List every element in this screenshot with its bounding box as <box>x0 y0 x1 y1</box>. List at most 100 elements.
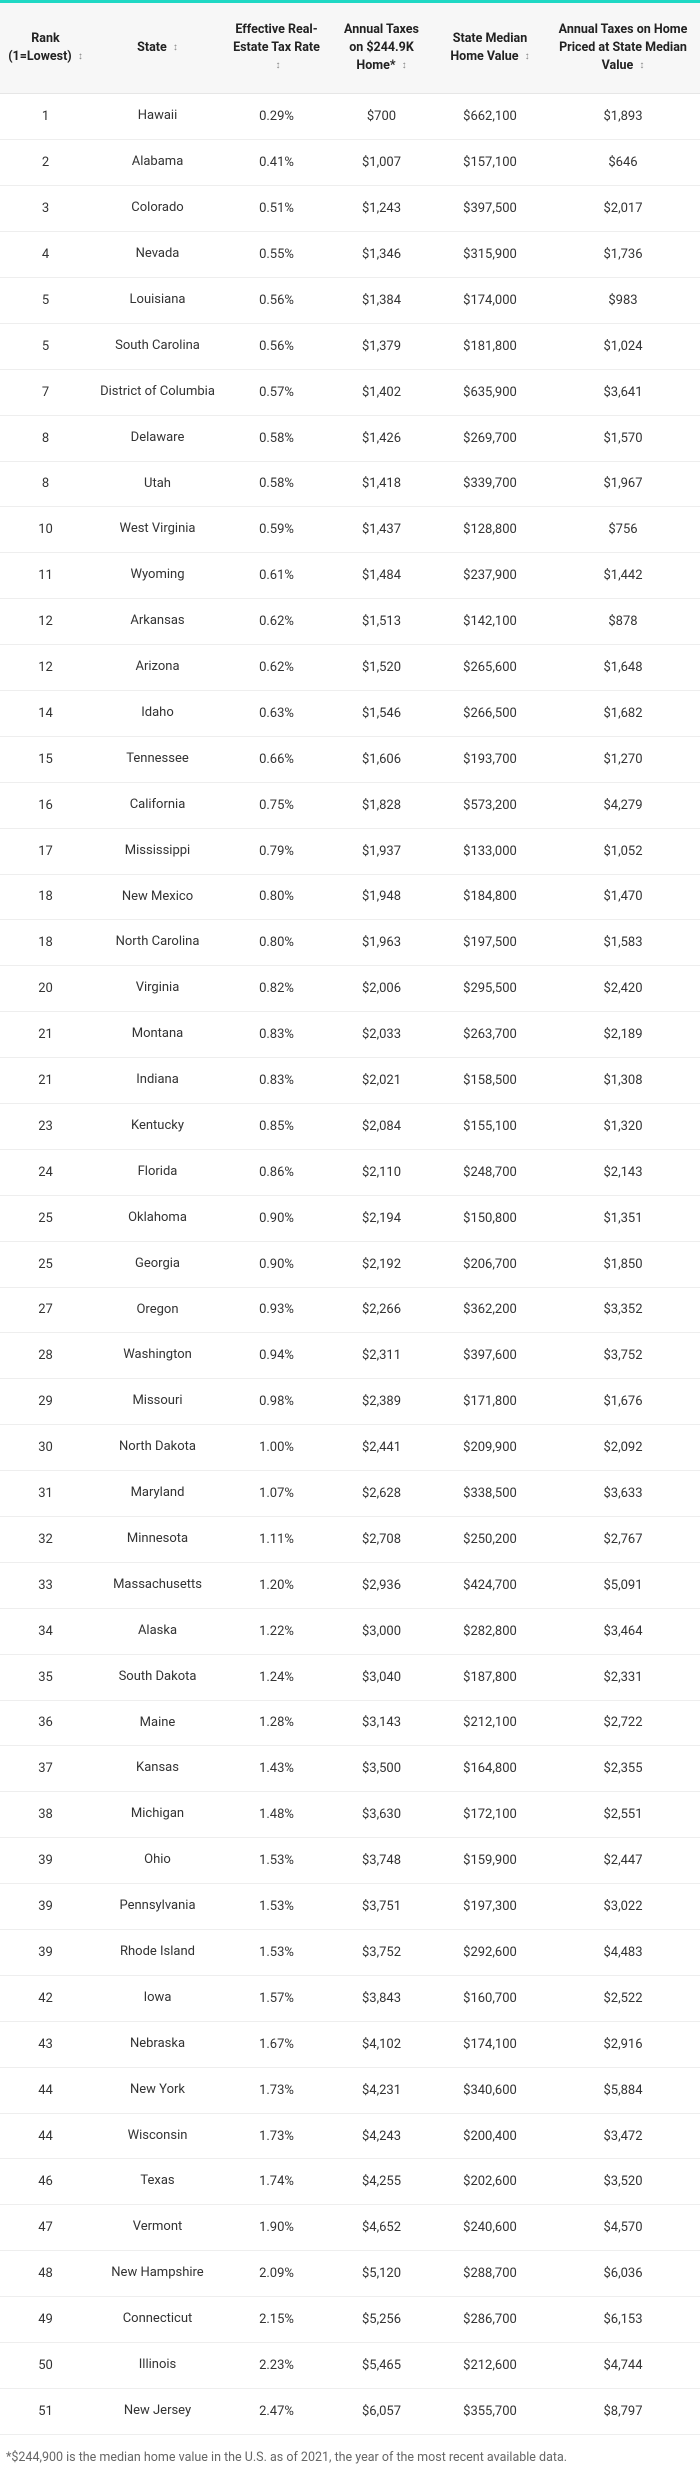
column-header-2[interactable]: Effective Real-Estate Tax Rate ↕ <box>224 3 329 94</box>
cell-r17-c2: 0.80% <box>224 874 329 920</box>
column-header-5[interactable]: Annual Taxes on Home Priced at State Med… <box>546 3 700 94</box>
cell-r3-c3: $1,346 <box>329 232 434 278</box>
cell-r21-c3: $2,021 <box>329 1058 434 1104</box>
cell-r47-c1: New Hampshire <box>91 2251 224 2297</box>
cell-r2-c0: 3 <box>0 186 91 232</box>
cell-r26-c0: 27 <box>0 1287 91 1333</box>
table-row: 27Oregon0.93%$2,266$362,200$3,352 <box>0 1287 700 1333</box>
cell-r34-c1: South Dakota <box>91 1654 224 1700</box>
cell-r15-c3: $1,828 <box>329 782 434 828</box>
cell-r37-c2: 1.48% <box>224 1792 329 1838</box>
table-row: 44New York1.73%$4,231$340,600$5,884 <box>0 2067 700 2113</box>
cell-r34-c4: $187,800 <box>434 1654 546 1700</box>
column-header-4[interactable]: State Median Home Value ↕ <box>434 3 546 94</box>
cell-r5-c2: 0.56% <box>224 323 329 369</box>
table-row: 20Virginia0.82%$2,006$295,500$2,420 <box>0 966 700 1012</box>
cell-r23-c3: $2,110 <box>329 1149 434 1195</box>
cell-r11-c1: Arkansas <box>91 599 224 645</box>
cell-r21-c4: $158,500 <box>434 1058 546 1104</box>
table-row: 34Alaska1.22%$3,000$282,800$3,464 <box>0 1608 700 1654</box>
cell-r50-c1: New Jersey <box>91 2388 224 2434</box>
cell-r0-c4: $662,100 <box>434 94 546 140</box>
cell-r35-c3: $3,143 <box>329 1700 434 1746</box>
property-tax-table: Rank (1=Lowest) ↕State ↕Effective Real-E… <box>0 3 700 2435</box>
cell-r11-c4: $142,100 <box>434 599 546 645</box>
cell-r49-c4: $212,600 <box>434 2343 546 2389</box>
cell-r38-c5: $2,447 <box>546 1838 700 1884</box>
cell-r40-c4: $292,600 <box>434 1930 546 1976</box>
cell-r1-c2: 0.41% <box>224 140 329 186</box>
sort-icon: ↕ <box>639 61 644 71</box>
cell-r49-c0: 50 <box>0 2343 91 2389</box>
cell-r37-c3: $3,630 <box>329 1792 434 1838</box>
cell-r0-c3: $700 <box>329 94 434 140</box>
cell-r33-c0: 34 <box>0 1608 91 1654</box>
column-header-0[interactable]: Rank (1=Lowest) ↕ <box>0 3 91 94</box>
cell-r20-c1: Montana <box>91 1012 224 1058</box>
cell-r10-c1: Wyoming <box>91 553 224 599</box>
cell-r42-c2: 1.67% <box>224 2021 329 2067</box>
cell-r27-c5: $3,752 <box>546 1333 700 1379</box>
column-header-3[interactable]: Annual Taxes on $244.9K Home* ↕ <box>329 3 434 94</box>
cell-r15-c5: $4,279 <box>546 782 700 828</box>
cell-r50-c2: 2.47% <box>224 2388 329 2434</box>
cell-r13-c5: $1,682 <box>546 690 700 736</box>
column-header-label: Rank (1=Lowest) <box>8 31 72 64</box>
cell-r43-c5: $5,884 <box>546 2067 700 2113</box>
cell-r9-c1: West Virginia <box>91 507 224 553</box>
table-row: 7District of Columbia0.57%$1,402$635,900… <box>0 369 700 415</box>
cell-r8-c5: $1,967 <box>546 461 700 507</box>
column-header-label: State Median Home Value <box>450 31 527 64</box>
table-row: 24Florida0.86%$2,110$248,700$2,143 <box>0 1149 700 1195</box>
cell-r1-c3: $1,007 <box>329 140 434 186</box>
cell-r19-c0: 20 <box>0 966 91 1012</box>
table-row: 38Michigan1.48%$3,630$172,100$2,551 <box>0 1792 700 1838</box>
sort-icon: ↕ <box>276 61 281 71</box>
table-row: 14Idaho0.63%$1,546$266,500$1,682 <box>0 690 700 736</box>
table-row: 37Kansas1.43%$3,500$164,800$2,355 <box>0 1746 700 1792</box>
cell-r0-c2: 0.29% <box>224 94 329 140</box>
cell-r34-c2: 1.24% <box>224 1654 329 1700</box>
cell-r11-c2: 0.62% <box>224 599 329 645</box>
cell-r46-c5: $4,570 <box>546 2205 700 2251</box>
cell-r41-c4: $160,700 <box>434 1975 546 2021</box>
column-header-1[interactable]: State ↕ <box>91 3 224 94</box>
cell-r6-c3: $1,402 <box>329 369 434 415</box>
cell-r29-c5: $2,092 <box>546 1425 700 1471</box>
cell-r12-c5: $1,648 <box>546 645 700 691</box>
column-header-label: Effective Real-Estate Tax Rate <box>233 22 320 55</box>
cell-r34-c3: $3,040 <box>329 1654 434 1700</box>
cell-r30-c5: $3,633 <box>546 1471 700 1517</box>
cell-r29-c0: 30 <box>0 1425 91 1471</box>
cell-r33-c1: Alaska <box>91 1608 224 1654</box>
table-row: 17Mississippi0.79%$1,937$133,000$1,052 <box>0 828 700 874</box>
cell-r17-c3: $1,948 <box>329 874 434 920</box>
cell-r49-c3: $5,465 <box>329 2343 434 2389</box>
cell-r31-c1: Minnesota <box>91 1516 224 1562</box>
table-row: 51New Jersey2.47%$6,057$355,700$8,797 <box>0 2388 700 2434</box>
table-row: 47Vermont1.90%$4,652$240,600$4,570 <box>0 2205 700 2251</box>
cell-r47-c5: $6,036 <box>546 2251 700 2297</box>
table-row: 18New Mexico0.80%$1,948$184,800$1,470 <box>0 874 700 920</box>
cell-r33-c3: $3,000 <box>329 1608 434 1654</box>
cell-r39-c5: $3,022 <box>546 1884 700 1930</box>
cell-r6-c2: 0.57% <box>224 369 329 415</box>
cell-r41-c3: $3,843 <box>329 1975 434 2021</box>
cell-r37-c0: 38 <box>0 1792 91 1838</box>
cell-r4-c3: $1,384 <box>329 277 434 323</box>
cell-r41-c2: 1.57% <box>224 1975 329 2021</box>
cell-r48-c1: Connecticut <box>91 2297 224 2343</box>
cell-r36-c5: $2,355 <box>546 1746 700 1792</box>
cell-r22-c4: $155,100 <box>434 1103 546 1149</box>
cell-r13-c0: 14 <box>0 690 91 736</box>
cell-r40-c3: $3,752 <box>329 1930 434 1976</box>
cell-r43-c0: 44 <box>0 2067 91 2113</box>
cell-r6-c4: $635,900 <box>434 369 546 415</box>
cell-r48-c0: 49 <box>0 2297 91 2343</box>
cell-r31-c0: 32 <box>0 1516 91 1562</box>
cell-r17-c5: $1,470 <box>546 874 700 920</box>
sort-icon: ↕ <box>525 52 530 62</box>
table-row: 42Iowa1.57%$3,843$160,700$2,522 <box>0 1975 700 2021</box>
cell-r32-c0: 33 <box>0 1562 91 1608</box>
cell-r45-c1: Texas <box>91 2159 224 2205</box>
